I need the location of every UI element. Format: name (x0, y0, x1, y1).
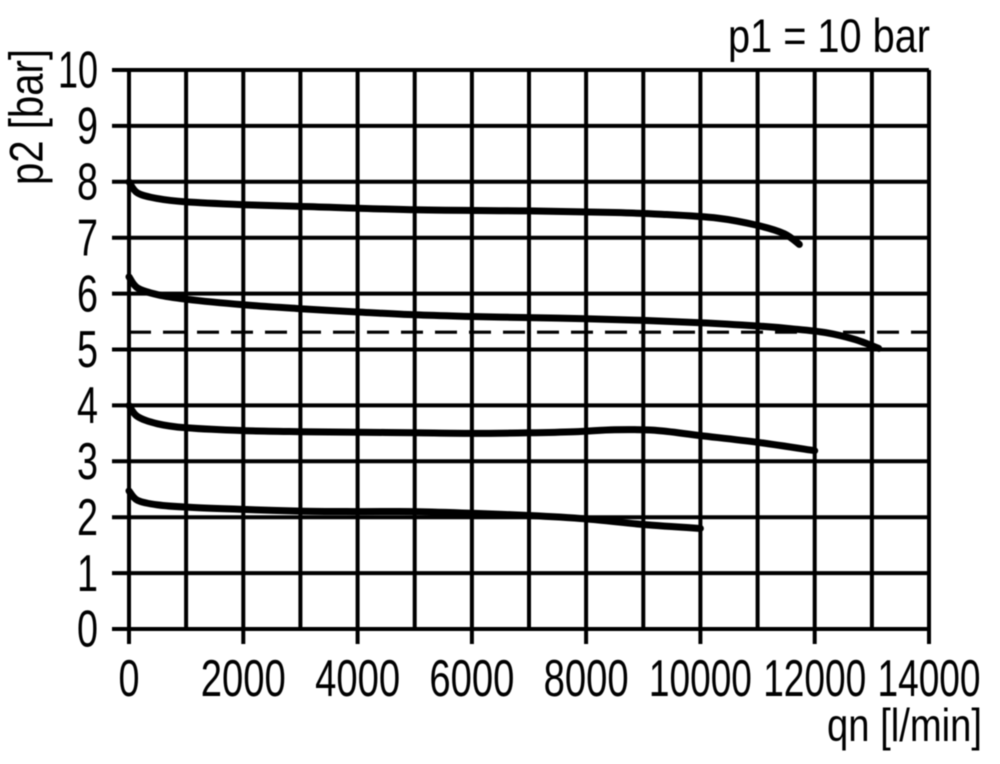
svg-text:0: 0 (119, 650, 140, 708)
svg-text:4000: 4000 (315, 650, 400, 708)
svg-text:3: 3 (77, 433, 98, 491)
svg-text:6: 6 (77, 265, 98, 323)
svg-text:8000: 8000 (544, 650, 629, 708)
svg-text:2000: 2000 (201, 650, 286, 708)
svg-text:4: 4 (77, 377, 98, 435)
svg-text:qn [l/min]: qn [l/min] (827, 699, 982, 751)
svg-text:5: 5 (77, 321, 98, 379)
svg-text:1: 1 (77, 545, 98, 603)
svg-text:7: 7 (77, 209, 98, 267)
svg-text:6000: 6000 (429, 650, 514, 708)
svg-text:9: 9 (77, 98, 98, 156)
svg-text:p2 [bar]: p2 [bar] (0, 49, 53, 185)
svg-text:2: 2 (77, 489, 98, 547)
svg-text:14000: 14000 (878, 650, 981, 708)
svg-text:12000: 12000 (763, 650, 866, 708)
svg-text:10000: 10000 (649, 650, 752, 708)
svg-text:0: 0 (77, 601, 98, 659)
svg-text:8: 8 (77, 154, 98, 212)
svg-text:10: 10 (58, 42, 98, 100)
svg-text:p1 = 10 bar: p1 = 10 bar (728, 9, 930, 62)
